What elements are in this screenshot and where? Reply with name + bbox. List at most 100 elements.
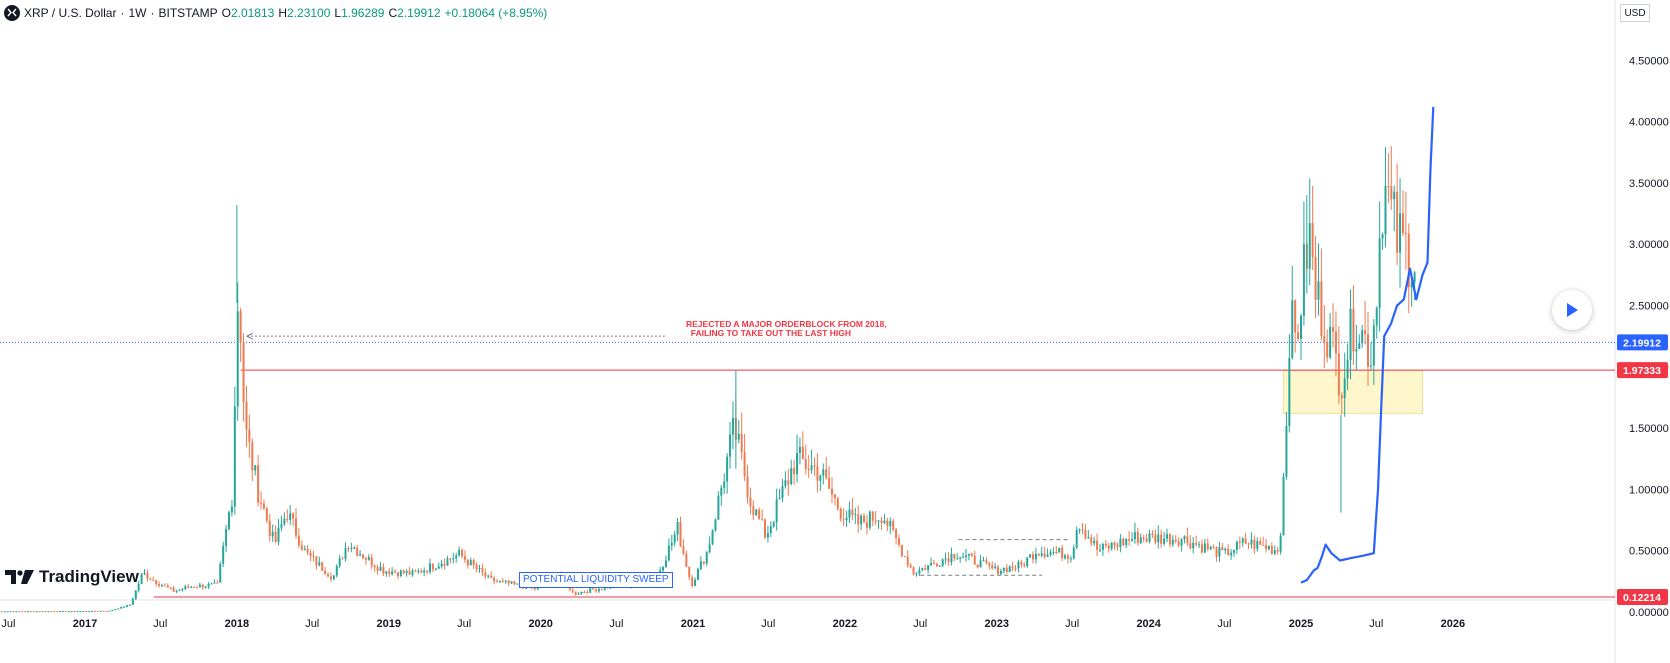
candle-body bbox=[1043, 553, 1046, 557]
candle-body bbox=[1093, 540, 1096, 544]
x-tick-label: Jul bbox=[1065, 618, 1079, 630]
candle-body bbox=[772, 522, 775, 527]
candle-body bbox=[303, 548, 306, 550]
candle-body bbox=[1235, 541, 1238, 551]
candle-body bbox=[257, 465, 260, 503]
candle-body bbox=[819, 475, 822, 481]
candle-body bbox=[1273, 550, 1276, 554]
candle-body bbox=[906, 556, 909, 566]
candle-body bbox=[999, 570, 1002, 574]
candle-body bbox=[120, 606, 123, 609]
candle-body bbox=[443, 563, 446, 566]
candle-body bbox=[1052, 552, 1055, 554]
candle-body bbox=[292, 513, 295, 519]
y-tick-label: 3.50000 bbox=[1629, 178, 1669, 190]
candle-body bbox=[26, 611, 29, 613]
candle-body bbox=[155, 580, 158, 585]
currency-selector[interactable]: USD bbox=[1620, 4, 1650, 22]
candle-body bbox=[1358, 343, 1361, 350]
candle-body bbox=[1221, 547, 1224, 551]
candle-body bbox=[778, 497, 781, 500]
candle-body bbox=[1055, 552, 1058, 554]
candle-body bbox=[1241, 538, 1244, 543]
interval-label[interactable]: 1W bbox=[128, 6, 147, 20]
candle-body bbox=[918, 569, 921, 574]
candle-body bbox=[1168, 534, 1171, 545]
symbol-name[interactable]: XRP / U.S. Dollar bbox=[24, 6, 117, 20]
symbol-logo-icon bbox=[4, 5, 20, 21]
candle-body bbox=[1069, 558, 1072, 560]
candle-body bbox=[262, 503, 265, 509]
candle-body bbox=[280, 524, 283, 528]
replay-button[interactable] bbox=[1552, 290, 1592, 330]
candle-body bbox=[1343, 378, 1346, 399]
candle-body bbox=[1407, 233, 1410, 288]
candle-body bbox=[1206, 543, 1209, 550]
candle-body bbox=[297, 535, 300, 546]
candle-body bbox=[947, 558, 950, 563]
candle-body bbox=[1005, 567, 1008, 573]
candle-body bbox=[198, 584, 201, 588]
candle-body bbox=[1148, 533, 1151, 542]
candle-body bbox=[752, 506, 755, 516]
candle-body bbox=[828, 477, 831, 489]
tradingview-logo-icon bbox=[5, 570, 34, 584]
candle-body bbox=[865, 522, 868, 528]
tradingview-logo[interactable]: TradingView bbox=[5, 566, 139, 588]
candle-body bbox=[1384, 185, 1387, 235]
candle-body bbox=[219, 563, 222, 583]
candle-body bbox=[967, 553, 970, 556]
play-icon bbox=[1567, 303, 1578, 317]
candle-body bbox=[959, 557, 962, 559]
candle-body bbox=[1285, 426, 1288, 477]
candle-body bbox=[56, 611, 59, 613]
candle-body bbox=[251, 442, 254, 471]
candle-body bbox=[839, 508, 842, 520]
candle-body bbox=[102, 610, 105, 612]
candle-body bbox=[801, 446, 804, 460]
candle-body bbox=[1401, 213, 1404, 234]
candle-body bbox=[1002, 567, 1005, 571]
candle-body bbox=[166, 585, 169, 588]
x-tick-label: 2020 bbox=[528, 618, 552, 630]
change-value: +0.18064 (+8.95%) bbox=[444, 6, 548, 20]
x-tick-label: 2019 bbox=[377, 618, 401, 630]
candle-body bbox=[1262, 544, 1265, 546]
candle-body bbox=[385, 571, 388, 574]
candle-body bbox=[236, 311, 239, 407]
candle-body bbox=[1314, 257, 1317, 300]
candle-body bbox=[1029, 554, 1032, 558]
candle-body bbox=[597, 589, 600, 592]
candle-body bbox=[781, 486, 784, 498]
candle-body bbox=[1034, 553, 1037, 560]
close-value: 2.19912 bbox=[397, 6, 441, 20]
candle-body bbox=[1337, 353, 1340, 396]
candle-body bbox=[1040, 553, 1043, 556]
candle-body bbox=[21, 611, 24, 613]
candle-body bbox=[35, 611, 38, 613]
candle-body bbox=[1075, 529, 1078, 548]
candle-body bbox=[289, 513, 292, 520]
candle-body bbox=[478, 567, 481, 569]
candle-body bbox=[1346, 360, 1349, 379]
candle-body bbox=[1198, 544, 1201, 546]
candle-body bbox=[1139, 537, 1142, 544]
candle-body bbox=[53, 611, 56, 613]
candle-body bbox=[82, 610, 85, 612]
candle-body bbox=[93, 610, 96, 612]
candle-body bbox=[0, 611, 3, 613]
candle-body bbox=[123, 606, 126, 608]
candle-body bbox=[749, 497, 752, 507]
x-tick-label: 2024 bbox=[1136, 618, 1161, 630]
candle-body bbox=[286, 518, 289, 520]
candle-body bbox=[332, 575, 335, 580]
candle-body bbox=[845, 517, 848, 521]
candle-body bbox=[932, 563, 935, 565]
candle-body bbox=[85, 610, 88, 612]
candle-body bbox=[487, 575, 490, 577]
y-tick-label: 1.00000 bbox=[1629, 484, 1669, 496]
candle-body bbox=[889, 520, 892, 527]
candle-body bbox=[976, 564, 979, 568]
candle-body bbox=[679, 521, 682, 547]
